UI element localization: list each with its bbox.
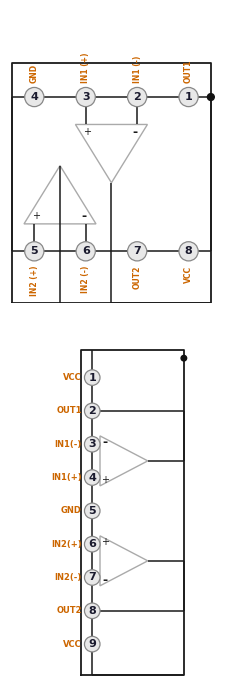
Circle shape xyxy=(207,94,214,100)
Circle shape xyxy=(181,355,187,361)
Circle shape xyxy=(84,370,100,385)
Circle shape xyxy=(84,570,100,585)
Text: 1: 1 xyxy=(88,373,96,382)
Circle shape xyxy=(84,470,100,486)
Text: VCC: VCC xyxy=(63,373,82,382)
Text: 5: 5 xyxy=(30,247,38,256)
Text: 8: 8 xyxy=(88,606,96,616)
Text: 9: 9 xyxy=(88,639,96,649)
Text: IN1(-): IN1(-) xyxy=(54,440,82,449)
Text: GND: GND xyxy=(61,506,82,516)
Text: IN2 (-): IN2 (-) xyxy=(81,266,90,293)
Text: 2: 2 xyxy=(133,92,141,102)
Text: IN1 (-): IN1 (-) xyxy=(133,55,142,83)
Text: OUT2: OUT2 xyxy=(133,266,142,289)
Text: OUT2: OUT2 xyxy=(56,607,82,615)
Circle shape xyxy=(84,403,100,419)
Circle shape xyxy=(84,436,100,452)
Text: 6: 6 xyxy=(82,247,90,256)
Text: 2: 2 xyxy=(88,406,96,416)
Text: +: + xyxy=(32,211,40,221)
Text: -: - xyxy=(81,210,87,223)
Circle shape xyxy=(84,637,100,652)
Text: OUT1: OUT1 xyxy=(56,406,82,415)
Text: 7: 7 xyxy=(133,247,141,256)
Text: 7: 7 xyxy=(88,572,96,583)
Text: IN1(+): IN1(+) xyxy=(51,473,82,482)
Text: IN2(-): IN2(-) xyxy=(54,573,82,582)
Text: OUT1: OUT1 xyxy=(184,59,193,83)
Circle shape xyxy=(84,503,100,518)
Text: 5: 5 xyxy=(88,506,96,516)
Text: IN2 (+): IN2 (+) xyxy=(30,266,39,296)
Text: 3: 3 xyxy=(82,92,90,102)
Text: GND: GND xyxy=(30,64,39,83)
Text: VCC: VCC xyxy=(63,640,82,649)
Circle shape xyxy=(76,87,95,107)
Text: +: + xyxy=(84,127,91,137)
Text: 4: 4 xyxy=(88,473,96,483)
Circle shape xyxy=(179,87,198,107)
Text: -: - xyxy=(102,574,108,587)
Circle shape xyxy=(127,87,147,107)
Circle shape xyxy=(25,242,44,261)
Circle shape xyxy=(25,87,44,107)
Circle shape xyxy=(76,242,95,261)
Text: 6: 6 xyxy=(88,539,96,549)
Text: +: + xyxy=(101,475,109,485)
Circle shape xyxy=(84,536,100,552)
Circle shape xyxy=(84,603,100,619)
Circle shape xyxy=(127,242,147,261)
Text: 1: 1 xyxy=(185,92,192,102)
Text: 4: 4 xyxy=(30,92,38,102)
Text: +: + xyxy=(101,537,109,547)
Circle shape xyxy=(179,242,198,261)
Text: -: - xyxy=(102,436,108,449)
Text: IN1 (+): IN1 (+) xyxy=(81,52,90,83)
Text: VCC: VCC xyxy=(184,266,193,283)
Text: IN2(+): IN2(+) xyxy=(51,540,82,548)
Text: -: - xyxy=(133,126,138,139)
Text: 8: 8 xyxy=(185,247,192,256)
Text: 3: 3 xyxy=(88,439,96,449)
